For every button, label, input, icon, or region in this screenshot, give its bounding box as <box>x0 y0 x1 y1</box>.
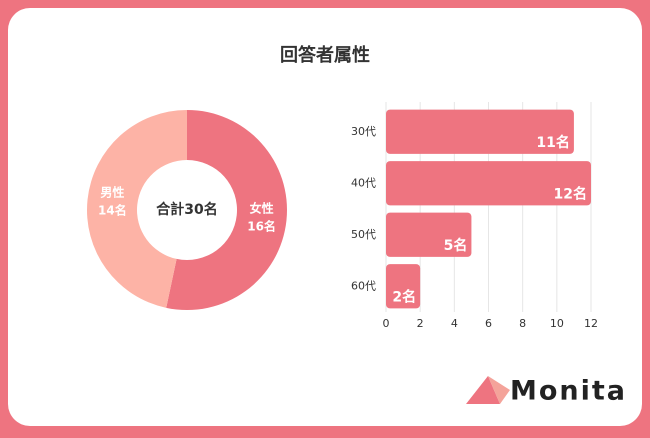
y-tick-label: 40代 <box>351 176 376 189</box>
y-tick-label: 50代 <box>351 228 376 241</box>
value-label: 5名 <box>444 237 468 254</box>
value-label: 14名 <box>98 203 127 218</box>
logo-mark <box>488 376 510 404</box>
x-tick-label: 4 <box>451 317 458 330</box>
brand: Monita <box>510 376 627 407</box>
slice <box>87 110 187 308</box>
x-tick-label: 6 <box>485 317 492 330</box>
bar <box>386 109 574 154</box>
y-tick-label: 30代 <box>351 125 376 138</box>
x-tick-label: 10 <box>550 317 564 330</box>
x-tick-label: 8 <box>519 317 526 330</box>
title: 回答者属性 <box>280 44 370 66</box>
x-tick-label: 0 <box>383 317 390 330</box>
bar <box>386 161 591 206</box>
center-label: 合計30名 <box>156 201 217 218</box>
slice-label: 女性 <box>250 200 274 215</box>
logo-mark <box>466 376 500 404</box>
value-label: 2名 <box>392 288 416 305</box>
slice <box>166 110 288 311</box>
value-label: 11名 <box>536 134 569 151</box>
y-tick-label: 60代 <box>351 279 376 292</box>
slice-label: 男性 <box>100 185 124 200</box>
x-tick-label: 12 <box>584 317 598 330</box>
bar <box>386 264 421 309</box>
bar <box>386 212 472 257</box>
x-tick-label: 2 <box>417 317 424 330</box>
value-label: 12名 <box>554 185 587 202</box>
value-label: 16名 <box>247 218 276 233</box>
